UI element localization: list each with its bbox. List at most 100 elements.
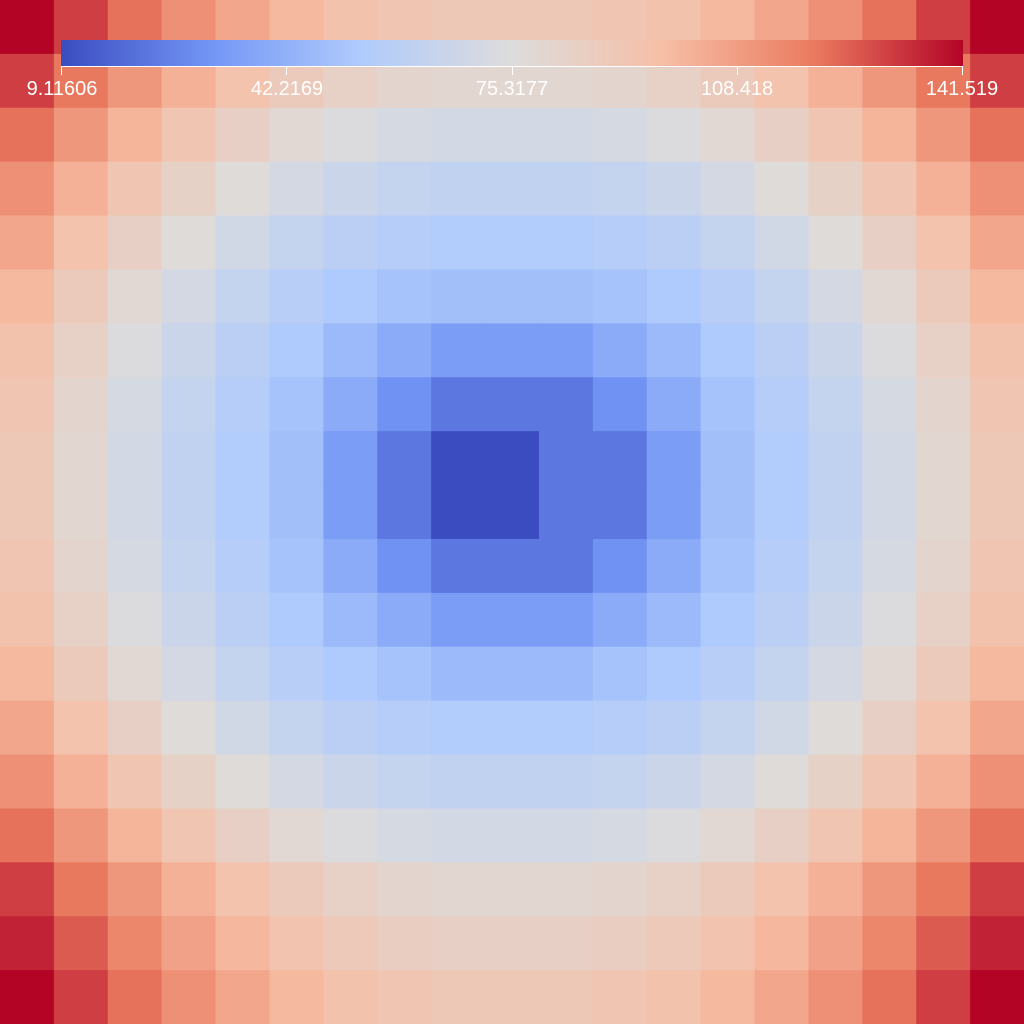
heatmap-cell [107, 754, 163, 810]
heatmap-cell [323, 808, 378, 863]
heatmap-cell [970, 215, 1024, 271]
heatmap-cell [107, 646, 163, 702]
heatmap-cell [808, 700, 863, 756]
heatmap-cell [323, 538, 378, 594]
heatmap-cell [970, 323, 1024, 378]
heatmap-cell [377, 646, 432, 702]
heatmap-cell [700, 269, 756, 324]
heatmap-cell [161, 592, 217, 648]
heatmap-cell [323, 916, 378, 971]
heatmap-cell [269, 646, 324, 702]
heatmap-cell [862, 646, 917, 702]
heatmap-cell [269, 808, 324, 863]
heatmap-cell [592, 916, 648, 971]
heatmap-cell [0, 215, 55, 271]
heatmap-cell [0, 377, 55, 432]
heatmap-cell [700, 700, 756, 756]
heatmap-cell [161, 161, 217, 217]
heatmap-cell [215, 269, 271, 324]
heatmap-cell [862, 916, 917, 971]
heatmap-cell [0, 269, 55, 324]
heatmap-cell [323, 269, 378, 324]
heatmap-cell [485, 700, 540, 756]
heatmap-cell [592, 323, 648, 378]
heatmap-cell [646, 970, 702, 1024]
heatmap-cell [323, 862, 378, 917]
heatmap-cell [323, 161, 378, 217]
heatmap-cell [592, 161, 648, 217]
heatmap-cell [970, 0, 1024, 55]
heatmap-cell [808, 431, 863, 486]
heatmap-cell [107, 808, 163, 863]
heatmap-cell [485, 161, 540, 217]
heatmap-cell [377, 700, 432, 756]
heatmap-cell [53, 754, 109, 810]
heatmap-cell [754, 592, 810, 648]
heatmap-cell [485, 592, 540, 648]
heatmap-cell [431, 538, 486, 594]
heatmap-cell [0, 754, 55, 810]
heatmap-cell [53, 485, 109, 540]
heatmap-cell [916, 215, 971, 271]
heatmap-cell [862, 970, 917, 1024]
heatmap-cell [700, 862, 756, 917]
heatmap-cell [431, 485, 486, 540]
heatmap-cell [862, 700, 917, 756]
heatmap-cell [431, 970, 486, 1024]
heatmap-cell [916, 970, 971, 1024]
heatmap-cell [215, 916, 271, 971]
heatmap-cell [592, 485, 648, 540]
heatmap-cell [754, 646, 810, 702]
heatmap-cell [377, 215, 432, 271]
heatmap-cell [269, 538, 324, 594]
heatmap-cell [754, 431, 810, 486]
heatmap-cell [485, 646, 540, 702]
heatmap-cell [970, 485, 1024, 540]
heatmap-cell [0, 53, 55, 109]
heatmap-cell [646, 215, 702, 271]
heatmap-cell [215, 161, 271, 217]
heatmap-cell [215, 592, 271, 648]
colorbar-tick-label: 108.418 [700, 78, 774, 100]
heatmap-cell [808, 107, 863, 163]
heatmap-cell [970, 107, 1024, 163]
heatmap-cell [862, 107, 917, 163]
heatmap-cell [700, 323, 756, 378]
heatmap-cell [970, 646, 1024, 702]
heatmap-cell [862, 431, 917, 486]
heatmap-cell [323, 700, 378, 756]
heatmap-cell [970, 161, 1024, 217]
heatmap-cell [431, 269, 486, 324]
heatmap-cell [269, 323, 324, 378]
heatmap-cell [107, 431, 163, 486]
heatmap-cell [215, 970, 271, 1024]
heatmap-cell [161, 431, 217, 486]
heatmap-cell [431, 161, 486, 217]
heatmap-cell [431, 808, 486, 863]
heatmap-cell [538, 916, 594, 971]
heatmap-cell [377, 485, 432, 540]
heatmap-cell [538, 377, 594, 432]
heatmap-cell [107, 107, 163, 163]
heatmap-cell [161, 808, 217, 863]
heatmap-cell [485, 323, 540, 378]
heatmap-cell [0, 700, 55, 756]
heatmap-cell [754, 970, 810, 1024]
heatmap-cell [700, 377, 756, 432]
heatmap-cell [161, 862, 217, 917]
heatmap-cell [53, 377, 109, 432]
heatmap-cell [107, 700, 163, 756]
colorbar-tick [962, 66, 963, 75]
heatmap-cell [538, 485, 594, 540]
heatmap-cell [269, 592, 324, 648]
colorbar-tick [286, 66, 287, 75]
heatmap-cell [323, 215, 378, 271]
heatmap-cell [862, 269, 917, 324]
heatmap-cell [431, 377, 486, 432]
heatmap-cell [808, 323, 863, 378]
heatmap-cell [592, 970, 648, 1024]
heatmap-cell [970, 916, 1024, 971]
heatmap-cell [754, 107, 810, 163]
